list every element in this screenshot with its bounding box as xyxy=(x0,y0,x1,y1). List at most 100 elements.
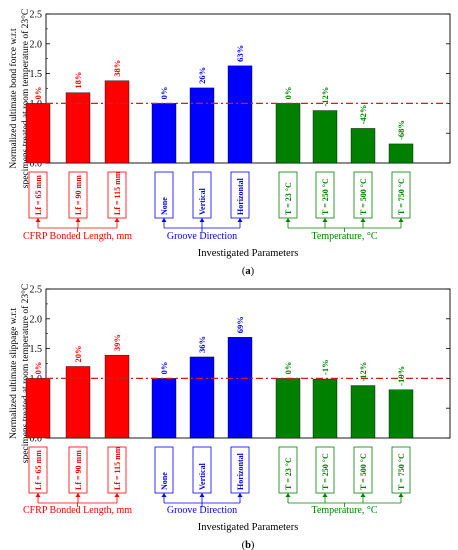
series-2: 0% None 26% Vertical 63% Horizontal Groove Dir… xyxy=(151,45,253,242)
group-label: Temperature, °C xyxy=(311,505,377,516)
group-label: CFRP Bonded Length, mm xyxy=(23,505,132,516)
data-label: 26% xyxy=(197,67,207,84)
arrow-head xyxy=(398,493,404,497)
arrow-head xyxy=(285,218,291,222)
y-axis-label-line: Normalized ultimate bond force w.r.t xyxy=(8,28,19,169)
arrow-head xyxy=(161,218,167,222)
arrow-head xyxy=(161,493,167,497)
y-axis-label: Normalized ultimate slippage w.r.t specim… xyxy=(9,284,31,463)
arrow-head xyxy=(199,218,205,222)
bar xyxy=(275,103,301,164)
data-label: -19% xyxy=(396,366,406,386)
data-label: 0% xyxy=(33,87,43,100)
group-label: CFRP Bonded Length, mm xyxy=(23,231,132,242)
bar xyxy=(25,103,51,164)
data-label: 36% xyxy=(197,336,207,353)
bar xyxy=(275,378,301,439)
x-tick-label: T = 750 °C xyxy=(397,453,406,490)
bar xyxy=(151,378,177,439)
arrow-head xyxy=(75,493,81,497)
bar xyxy=(312,110,338,164)
x-tick-label: Lf = 115 mm xyxy=(113,171,122,215)
x-tick-label: T = 23 °C xyxy=(284,457,293,490)
bar xyxy=(104,80,130,164)
series-2: 0% None 36% Vertical 69% Horizontal Groove Dir… xyxy=(151,316,253,516)
arrow-head xyxy=(398,218,404,222)
group-label: Temperature, °C xyxy=(311,231,377,242)
x-tick-label: T = 500 °C xyxy=(359,453,368,490)
x-tick-label: None xyxy=(160,472,169,490)
bar xyxy=(350,385,376,439)
x-tick-label: Lf = 90 mm xyxy=(74,450,83,490)
x-axis-label: Investigated Parameters xyxy=(198,248,299,259)
series-1: 0% Lf = 65 mm 20% Lf = 90 mm 39% Lf = 115 mm C… xyxy=(23,334,132,516)
bar xyxy=(227,65,253,164)
y-axis-label-line: specimens treated at room temperature of… xyxy=(20,284,31,463)
y-axis-label-line: Normalized ultimate slippage w.r.t xyxy=(9,308,19,439)
bar xyxy=(312,378,338,439)
data-label: 18% xyxy=(73,72,83,89)
x-tick-label: Horizontal xyxy=(236,452,245,490)
arrow-head xyxy=(199,493,205,497)
y-tick-label: 0.0 xyxy=(30,434,43,445)
x-tick-label: Lf = 65 mm xyxy=(34,450,43,490)
y-axis-label: Normalized ultimate bond force w.r.t spec… xyxy=(8,9,31,188)
data-label: 39% xyxy=(112,334,122,351)
x-tick-label: Vertical xyxy=(198,187,207,215)
data-label: 20% xyxy=(73,345,83,362)
group-label: Groove Direction xyxy=(167,505,237,516)
bar xyxy=(189,356,215,439)
data-label: 69% xyxy=(235,316,245,333)
y-axis-label-line: specimens treated at room temperature of… xyxy=(20,9,31,188)
bar xyxy=(189,87,215,164)
x-tick-label: Lf = 65 mm xyxy=(34,175,43,215)
bar xyxy=(388,143,414,164)
arrow-head xyxy=(35,218,41,222)
y-tick-label: 2.5 xyxy=(30,285,43,296)
y-tick-label: 1.5 xyxy=(30,344,43,355)
data-label: -12% xyxy=(358,362,368,382)
data-label: 38% xyxy=(112,60,122,77)
arrow-head xyxy=(360,218,366,222)
data-label: 0% xyxy=(283,362,293,375)
arrow-head xyxy=(114,493,120,497)
bar xyxy=(350,128,376,164)
y-tick-label: 2.0 xyxy=(30,314,43,325)
arrow-head xyxy=(360,493,366,497)
data-label: 0% xyxy=(159,362,169,375)
series-3: 0% T = 23 °C -12% T = 250 °C -42% T = 500 °C -… xyxy=(275,87,414,242)
bar xyxy=(151,103,177,164)
arrow-head xyxy=(114,218,120,222)
bar xyxy=(25,378,51,439)
x-tick-label: Lf = 115 mm xyxy=(113,446,122,490)
x-tick-label: Lf = 90 mm xyxy=(74,175,83,215)
data-label: 0% xyxy=(159,87,169,100)
x-tick-label: T = 250 °C xyxy=(321,178,330,215)
series-1: 0% Lf = 65 mm 18% Lf = 90 mm 38% Lf = 115 mm C… xyxy=(23,60,132,242)
y-tick-label: 2.5 xyxy=(30,10,43,21)
y-tick-label: 0.0 xyxy=(30,159,43,170)
data-label: 0% xyxy=(283,87,293,100)
panel-label: (a) xyxy=(242,266,255,277)
y-tick-label: 1.5 xyxy=(30,69,43,80)
bar xyxy=(227,337,253,439)
arrow-head xyxy=(285,493,291,497)
data-label: -12% xyxy=(320,87,330,107)
x-tick-label: T = 500 °C xyxy=(359,178,368,215)
x-tick-label: T = 23 °C xyxy=(284,182,293,215)
panel-label: (b) xyxy=(242,540,255,550)
x-tick-label: None xyxy=(160,197,169,215)
arrow-head xyxy=(322,493,328,497)
data-label: -1% xyxy=(320,359,330,375)
arrow-head xyxy=(237,493,243,497)
data-label: -42% xyxy=(358,105,368,125)
x-tick-label: Vertical xyxy=(198,462,207,490)
data-label: 0% xyxy=(33,362,43,375)
x-tick-label: Horizontal xyxy=(236,177,245,215)
bar xyxy=(65,92,91,164)
bar xyxy=(104,354,130,439)
bar xyxy=(65,366,91,439)
